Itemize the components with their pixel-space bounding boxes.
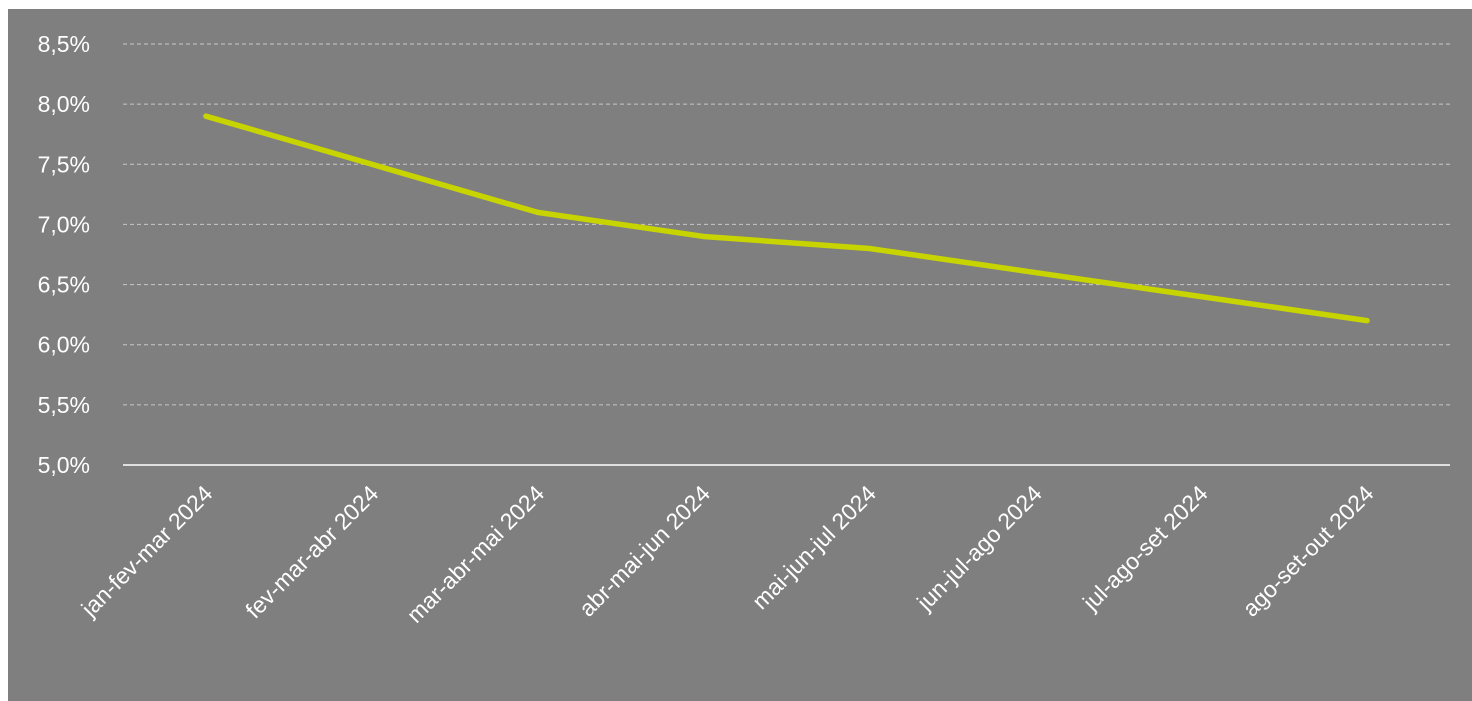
x-tick-label: jun-jul-ago 2024: [911, 480, 1047, 616]
x-tick-label: fev-mar-abr 2024: [240, 480, 383, 623]
y-tick-label: 8,5%: [38, 31, 90, 57]
y-tick-label: 5,0%: [38, 452, 90, 478]
x-tick-label: ago-set-out 2024: [1237, 480, 1379, 622]
x-axis-ticks: jan-fev-mar 2024 fev-mar-abr 2024 mar-abr-…: [75, 480, 1378, 628]
data-point: [1198, 294, 1204, 300]
data-point: [535, 209, 541, 215]
y-tick-label: 6,0%: [38, 332, 90, 358]
x-tick-label: mai-jun-jul 2024: [747, 480, 881, 614]
data-point: [369, 161, 375, 167]
x-tick-label: jul-ago-set 2024: [1077, 480, 1213, 616]
y-tick-label: 5,5%: [38, 392, 90, 418]
line-chart: 5,0% 5,5% 6,0% 6,5% 7,0% 7,5% 8,0% 8,5% jan-fev…: [38, 31, 1450, 628]
series-lines: [203, 113, 1370, 324]
chart-area: 5,0% 5,5% 6,0% 6,5% 7,0% 7,5% 8,0% 8,5% jan-fev…: [8, 9, 1472, 701]
gridlines: [123, 43, 1450, 406]
data-point: [203, 113, 209, 119]
y-tick-label: 7,5%: [38, 151, 90, 177]
data-point: [1364, 318, 1370, 324]
data-point: [701, 233, 707, 239]
y-tick-label: 6,5%: [38, 272, 90, 298]
y-tick-label: 7,0%: [38, 211, 90, 237]
series-line: [203, 113, 1370, 324]
x-tick-label: abr-mai-jun 2024: [574, 480, 715, 621]
data-point: [1032, 270, 1038, 276]
x-tick-label: mar-abr-mai 2024: [402, 480, 550, 628]
data-point: [866, 245, 872, 251]
y-tick-label: 8,0%: [38, 91, 90, 117]
x-tick-label: jan-fev-mar 2024: [75, 480, 217, 622]
y-axis-ticks: 5,0% 5,5% 6,0% 6,5% 7,0% 7,5% 8,0% 8,5%: [38, 31, 90, 478]
